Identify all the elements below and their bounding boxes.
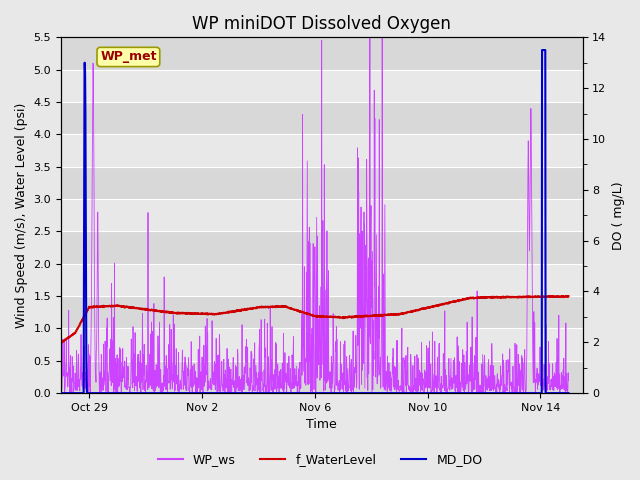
Bar [61, 134, 582, 167]
Bar [61, 328, 582, 361]
Bar [61, 102, 582, 134]
Bar [61, 37, 582, 70]
Bar [61, 264, 582, 296]
Bar [61, 231, 582, 264]
X-axis label: Time: Time [307, 419, 337, 432]
Y-axis label: Wind Speed (m/s), Water Level (psi): Wind Speed (m/s), Water Level (psi) [15, 103, 28, 328]
Bar [61, 70, 582, 102]
Bar [61, 361, 582, 393]
Y-axis label: DO ( mg/L): DO ( mg/L) [612, 181, 625, 250]
Legend: WP_ws, f_WaterLevel, MD_DO: WP_ws, f_WaterLevel, MD_DO [152, 448, 488, 471]
Bar [61, 199, 582, 231]
Text: WP_met: WP_met [100, 50, 157, 63]
Bar [61, 167, 582, 199]
Title: WP miniDOT Dissolved Oxygen: WP miniDOT Dissolved Oxygen [193, 15, 451, 33]
Bar [61, 296, 582, 328]
